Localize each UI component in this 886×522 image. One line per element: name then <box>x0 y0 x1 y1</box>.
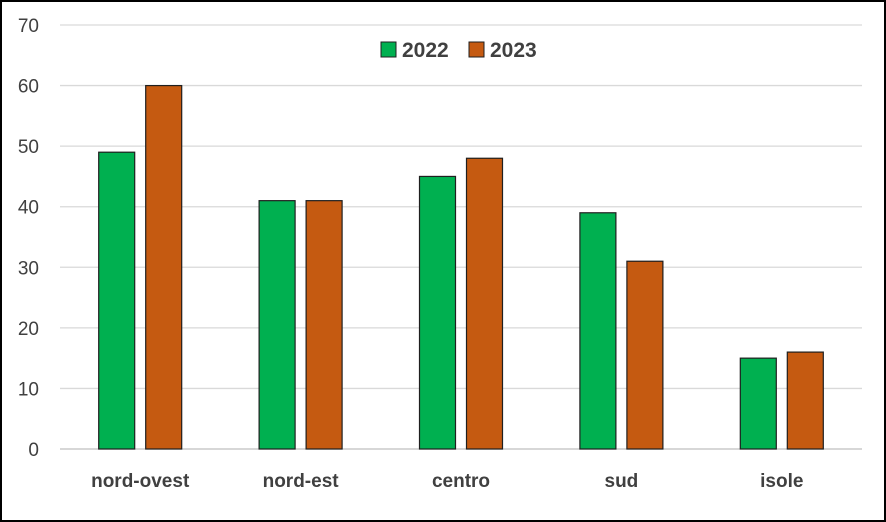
x-tick-label-nord-ovest: nord-ovest <box>91 471 190 492</box>
bar-2022-nord-ovest <box>98 151 136 450</box>
y-tick-label: 20 <box>18 319 39 340</box>
y-tick-label: 60 <box>18 77 39 98</box>
y-axis-ticks: 0 10 20 30 40 50 60 70 <box>18 16 39 461</box>
legend-label-2022: 2022 <box>402 39 449 62</box>
legend: 2022 2023 <box>380 39 537 62</box>
x-tick-label-sud: sud <box>605 471 639 492</box>
x-tick-label-isole: isole <box>760 471 803 492</box>
bar-2023-centro <box>465 157 504 450</box>
x-axis-ticks: nord-ovest nord-est centro sud isole <box>91 471 803 492</box>
y-tick-label: 40 <box>18 198 39 219</box>
bar-2023-nord-est <box>305 200 343 450</box>
bar-2022-sud <box>579 212 617 450</box>
y-tick-label: 70 <box>18 16 39 37</box>
bars <box>98 84 824 450</box>
bar-2023-isole <box>786 351 824 450</box>
y-tick-label: 10 <box>18 379 39 400</box>
bar-2022-nord-est <box>258 200 296 450</box>
bar-2023-sud <box>626 260 664 450</box>
bar-2022-isole <box>739 357 777 450</box>
y-tick-label: 50 <box>18 137 39 158</box>
legend-label-2023: 2023 <box>490 39 537 62</box>
legend-swatch-2022 <box>380 41 397 58</box>
bar-2022-centro <box>418 175 457 450</box>
y-tick-label: 0 <box>28 440 39 461</box>
legend-swatch-2023 <box>468 41 485 58</box>
gridlines <box>60 24 862 450</box>
y-tick-label: 30 <box>18 258 39 279</box>
x-tick-label-centro: centro <box>432 471 490 492</box>
x-tick-label-nord-est: nord-est <box>263 471 340 492</box>
bar-2023-nord-ovest <box>145 84 183 450</box>
